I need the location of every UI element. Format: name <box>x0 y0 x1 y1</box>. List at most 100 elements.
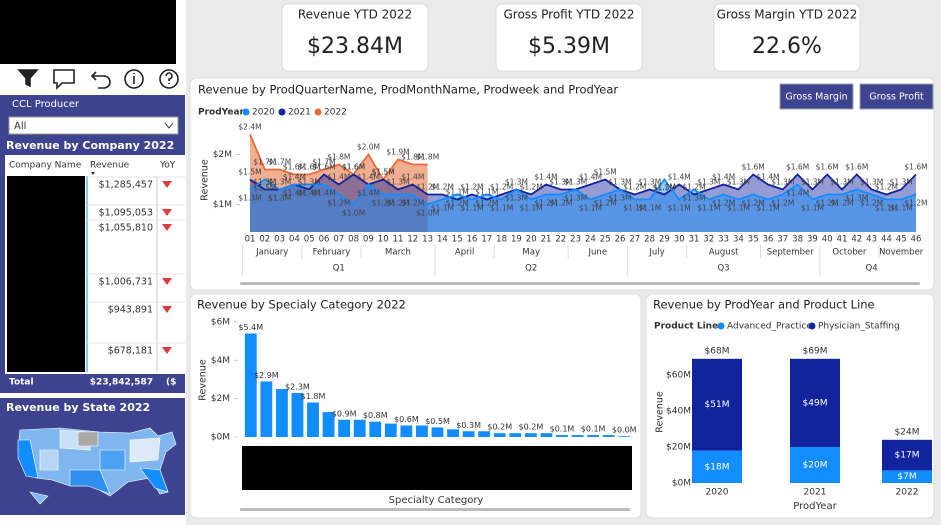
x-tick-label: 08 <box>348 235 359 245</box>
button-label[interactable]: Gross Margin <box>785 92 847 103</box>
button[interactable] <box>779 83 854 110</box>
data-label: $1.3M <box>845 194 868 203</box>
data-label: $1.8M <box>416 153 439 162</box>
line <box>249 177 917 206</box>
kpi-title: Gross Margin YTD 2022 <box>717 8 858 22</box>
y-axis-label: Revenue <box>198 359 209 401</box>
data-label: $1.4M <box>712 173 735 182</box>
data-label: $1.7M <box>312 158 335 167</box>
slicer-dropdown[interactable] <box>8 116 179 135</box>
bar <box>244 333 257 437</box>
x-tick-label: 03 <box>274 235 285 245</box>
x-tick-label: 27 <box>629 235 640 245</box>
column-header[interactable]: YoY <box>159 161 176 171</box>
data-label: $1.1M <box>475 188 498 197</box>
data-label: $1.2M <box>490 183 513 192</box>
data-label: $0.0M <box>612 426 637 435</box>
month-label: June <box>588 248 608 258</box>
x-tick-label: 17 <box>481 235 492 245</box>
data-label: $20M <box>803 461 828 471</box>
data-label: $1.2M <box>327 199 350 208</box>
y-tick-label: $0M <box>211 433 230 443</box>
bar <box>307 402 319 437</box>
filter-icon[interactable] <box>17 69 39 88</box>
data-label: $1.2M <box>742 199 765 208</box>
area <box>250 179 916 232</box>
legend-marker <box>808 322 816 330</box>
data-label: $1.1M <box>520 204 543 213</box>
data-label: $0.3M <box>456 421 481 430</box>
x-tick-label: 12 <box>407 235 418 245</box>
kpi-title: Revenue YTD 2022 <box>298 8 412 22</box>
scrollbar <box>240 508 630 511</box>
total-label: $68M <box>705 346 730 356</box>
kpi-value: 22.6% <box>752 34 822 59</box>
info-icon[interactable] <box>124 69 144 89</box>
data-label: $1.2M <box>623 183 646 192</box>
bar-segment <box>882 470 932 483</box>
redacted-names <box>7 176 85 372</box>
x-tick-label: 20 <box>526 235 537 245</box>
x-tick-label: 01 <box>245 235 256 245</box>
bar <box>447 429 459 437</box>
bar <box>369 421 382 437</box>
comment-icon[interactable] <box>53 69 75 90</box>
data-label: $1.4M <box>534 173 557 182</box>
quarter-label: Q1 <box>333 264 345 274</box>
bar <box>524 433 537 437</box>
x-tick-label: 04 <box>289 235 300 245</box>
yoy-down-icon <box>162 209 172 216</box>
x-tick-label: 21 <box>541 235 552 245</box>
x-tick-label: 18 <box>496 235 507 245</box>
column-header[interactable]: Revenue <box>90 161 130 171</box>
data-label: $1.0M <box>416 209 439 218</box>
kpi-card <box>713 3 861 72</box>
x-tick-label: 31 <box>689 235 700 245</box>
chart-title: Revenue by Specialy Category 2022 <box>197 298 406 312</box>
data-label: $1.3M <box>253 178 276 187</box>
undo-icon[interactable] <box>90 71 111 89</box>
bar <box>260 381 273 437</box>
content-layer: $1,285,457 $1,095,053 $1,055,810 $1,006,731… <box>87 3 935 519</box>
total-label: $24M <box>895 427 920 437</box>
revenue-cell: $1,006,731 <box>99 277 153 288</box>
month-label: October <box>832 248 867 258</box>
total-label: Total <box>9 378 34 388</box>
bar-segment <box>790 447 840 483</box>
data-label: $1.1M <box>446 188 469 197</box>
line <box>249 134 428 182</box>
x-tick-label: 11 <box>393 235 404 245</box>
button[interactable] <box>859 83 934 110</box>
data-label: $1.2M <box>653 183 676 192</box>
data-label: $1.1M <box>623 204 646 213</box>
total-yoy: ($ <box>166 378 176 388</box>
data-label: $1.6M <box>816 163 839 172</box>
column-header[interactable]: Company Name <box>9 161 82 171</box>
data-label: $1.4M <box>298 189 321 198</box>
y-tick-label: $0M <box>672 479 691 489</box>
revenue-cell: $1,055,810 <box>99 223 153 234</box>
slicer-value: All <box>14 121 26 132</box>
x-tick-label: 41 <box>837 235 848 245</box>
quarter-label: Q4 <box>866 264 878 274</box>
x-tick-label: 26 <box>615 235 626 245</box>
y-tick-label: $4M <box>211 356 230 366</box>
y-tick-label: $2M <box>211 394 230 404</box>
data-label: $1.6M <box>312 163 335 172</box>
data-label: $1.5M <box>372 168 395 177</box>
data-label: $1.1M <box>890 204 913 213</box>
table-title: Revenue by Company 2022 <box>6 139 174 152</box>
data-label: $2.9M <box>254 371 279 380</box>
x-tick-label: 09 <box>363 235 374 245</box>
button-label[interactable]: Gross Profit <box>869 92 924 103</box>
data-label: $1.3M <box>890 178 913 187</box>
bar <box>509 433 522 437</box>
kpi-value: $5.39M <box>528 34 610 59</box>
x-tick-label: 43 <box>866 235 877 245</box>
yoy-down-icon <box>162 224 172 231</box>
data-label: $1.3M <box>564 194 587 203</box>
data-label: $1.2M <box>416 183 439 192</box>
y-axis-label: Revenue <box>200 159 211 201</box>
x-tick-label: 2022 <box>896 488 919 498</box>
help-icon[interactable] <box>159 69 179 89</box>
